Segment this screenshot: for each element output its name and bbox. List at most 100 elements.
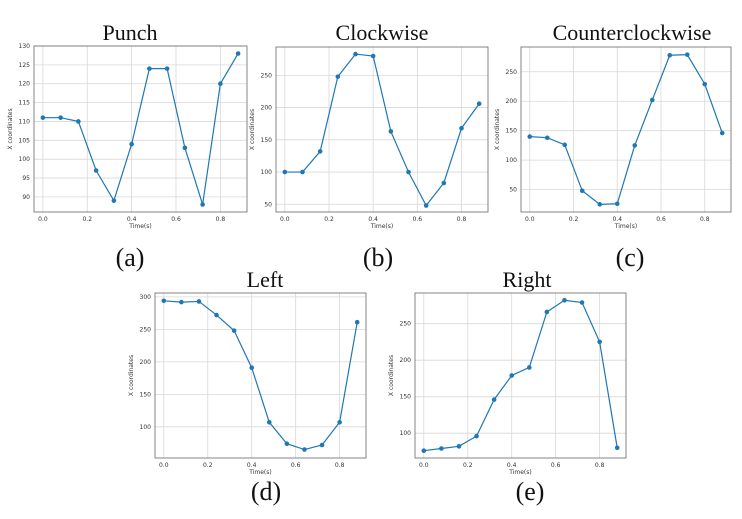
data-point <box>456 444 462 449</box>
y-tick-label: 105 <box>19 137 31 144</box>
y-axis-label: X coordinates <box>128 355 135 396</box>
x-tick-label: 0.6 <box>551 462 561 469</box>
axes-frame <box>275 46 489 213</box>
data-point <box>317 149 323 154</box>
data-point <box>649 97 655 103</box>
data-point <box>579 188 585 194</box>
subplot-counterclockwise: 0.0 0.2 0.4 0.6 0.8 50 100 150 200 250 Time(s) X co… <box>494 20 732 272</box>
data-point <box>231 328 237 333</box>
series-line <box>42 53 239 205</box>
y-tick-label: 90 <box>22 194 30 201</box>
chart-title: Counterclockwise <box>553 20 712 45</box>
chart-title: Punch <box>103 20 158 45</box>
data-point <box>439 446 444 451</box>
data-point <box>40 115 46 120</box>
data-point <box>544 309 550 315</box>
axes-frame <box>520 46 732 213</box>
data-point <box>354 319 360 325</box>
series-line <box>284 53 480 207</box>
data-point <box>527 134 533 139</box>
data-point <box>302 447 307 452</box>
data-point <box>459 125 464 131</box>
x-tick-label: 0.8 <box>216 216 226 223</box>
y-tick-label: 95 <box>22 175 30 182</box>
data-point <box>319 442 325 448</box>
x-tick-label: 0.8 <box>457 216 467 223</box>
x-tick-label: 0.0 <box>280 216 290 223</box>
data-point <box>76 119 81 124</box>
x-tick-label: 0.6 <box>656 216 666 223</box>
y-tick-label: 115 <box>19 100 31 107</box>
data-point <box>284 441 290 447</box>
data-point <box>562 142 568 148</box>
x-axis-label: Time(s) <box>128 223 152 230</box>
series-line <box>163 300 358 451</box>
x-tick-label: 0.0 <box>159 462 169 469</box>
data-point <box>353 51 358 57</box>
x-tick-label: 0.2 <box>463 462 473 469</box>
data-point <box>423 203 429 208</box>
data-point <box>702 81 708 87</box>
y-tick-label: 110 <box>19 118 31 125</box>
data-point <box>218 81 223 87</box>
data-point <box>58 115 63 120</box>
data-point <box>597 339 602 345</box>
data-point <box>388 129 394 134</box>
x-tick-label: 0.4 <box>507 462 517 469</box>
data-point <box>214 312 219 318</box>
x-axis-label: Time(s) <box>370 223 394 230</box>
chart-title: Clockwise <box>336 20 429 45</box>
y-tick-label: 150 <box>506 128 518 135</box>
y-tick-label: 130 <box>19 43 31 50</box>
data-point <box>421 448 427 453</box>
y-tick-label: 100 <box>19 156 31 163</box>
y-tick-label: 200 <box>400 357 412 364</box>
data-point <box>111 198 117 203</box>
x-tick-label: 0.0 <box>525 216 535 223</box>
y-tick-label: 250 <box>261 72 273 79</box>
x-tick-label: 0.0 <box>38 216 48 223</box>
y-tick-label: 100 <box>400 430 412 437</box>
chart-title: Right <box>503 267 552 292</box>
x-tick-label: 0.2 <box>203 462 213 469</box>
axes-frame <box>33 45 248 213</box>
y-tick-label: 100 <box>140 424 152 431</box>
x-axis-label: Time(s) <box>508 469 532 476</box>
data-point <box>93 168 99 173</box>
y-tick-label: 200 <box>140 359 152 366</box>
x-tick-label: 0.2 <box>324 216 334 223</box>
y-tick-label: 250 <box>506 69 518 76</box>
data-point <box>196 299 202 304</box>
data-point <box>335 74 341 79</box>
y-tick-label: 150 <box>140 391 152 398</box>
y-tick-label: 125 <box>19 62 31 69</box>
x-tick-label: 0.4 <box>368 216 378 223</box>
axes-frame <box>414 292 627 459</box>
data-point <box>544 135 550 141</box>
data-point <box>719 130 725 136</box>
data-point <box>632 143 638 148</box>
data-point <box>235 51 241 56</box>
x-tick-label: 0.8 <box>335 462 345 469</box>
data-point <box>614 201 620 207</box>
y-tick-label: 50 <box>264 201 272 208</box>
y-axis-label: X coordinates <box>249 109 256 150</box>
y-tick-label: 120 <box>19 81 31 88</box>
data-point <box>266 419 272 425</box>
y-tick-label: 200 <box>506 98 518 105</box>
data-point <box>129 141 134 147</box>
data-point <box>526 365 532 370</box>
y-axis-label: X coordinates <box>7 108 14 149</box>
data-point <box>161 298 167 304</box>
axes-frame <box>154 292 367 459</box>
panel-label: (d) <box>251 477 281 506</box>
x-tick-label: 0.6 <box>171 216 181 223</box>
subplot-right: 0.0 0.2 0.4 0.6 0.8 100 150 200 250 Time(s) X coor… <box>388 267 627 506</box>
y-tick-label: 200 <box>261 105 273 112</box>
data-point <box>509 373 515 378</box>
data-point <box>474 433 479 439</box>
x-tick-label: 0.8 <box>700 216 710 223</box>
y-axis-label: X coordinates <box>494 109 501 150</box>
series-line <box>529 54 723 205</box>
